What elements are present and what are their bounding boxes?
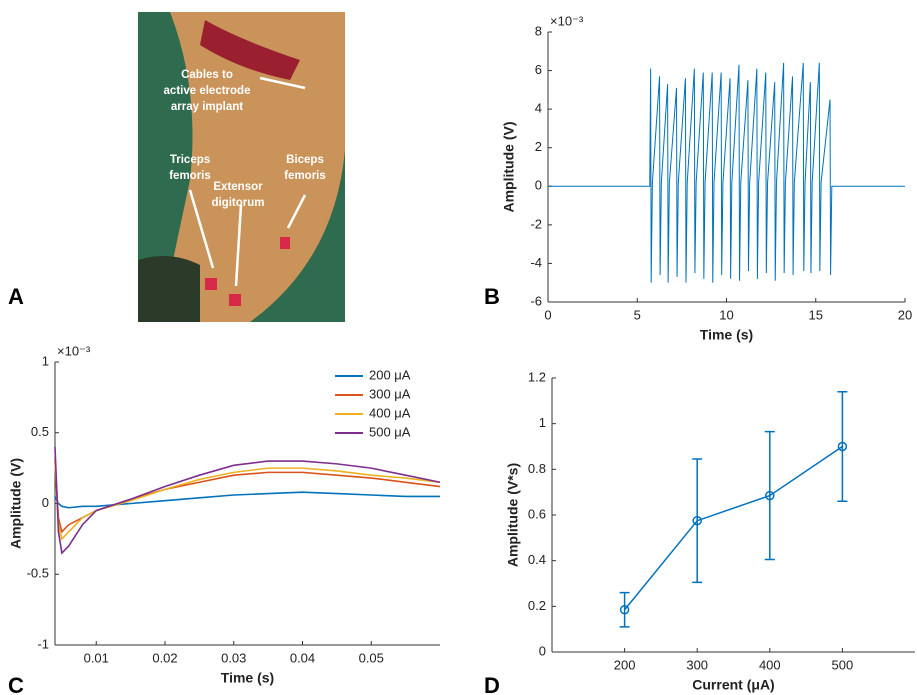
y-tick-label: 0.5: [31, 424, 49, 439]
annotation: active electrode: [164, 85, 251, 97]
x-axis-title: Time (s): [221, 670, 274, 686]
y-tick-label: 1: [539, 415, 546, 430]
x-tick-label: 0.04: [290, 650, 315, 665]
incision: [200, 20, 300, 80]
y-tick-label: 1.2: [528, 369, 546, 384]
error-bar: [837, 390, 848, 503]
y-tick-label: 1: [42, 353, 49, 368]
y-tick-label: 0.6: [528, 506, 546, 521]
y-tick-label: 4: [535, 101, 542, 116]
y-tick-label: 0: [539, 643, 546, 658]
y-tick-label: 8: [535, 23, 542, 38]
annotation: Extensor: [213, 181, 263, 193]
x-tick-label: 0.03: [221, 650, 246, 665]
error-bar: [619, 591, 630, 628]
marker: [765, 490, 775, 501]
annotation: array implant: [171, 101, 243, 113]
x-tick-label: 200: [614, 657, 636, 672]
x-tick-label: 10: [719, 307, 733, 322]
y-tick-label: 0.4: [528, 552, 546, 567]
legend-label: 400 μA: [369, 405, 411, 420]
panel-label: D: [484, 673, 500, 695]
x-axis-title: Time (s): [700, 327, 753, 343]
error-bar: [692, 458, 703, 584]
line: [548, 62, 905, 283]
x-tick-label: 15: [809, 307, 823, 322]
annotation: femoris: [169, 170, 211, 182]
panel-label: A: [8, 284, 24, 309]
line: [624, 445, 843, 611]
y-axis-title: Amplitude (V): [8, 458, 24, 549]
y-tick-label: -4: [530, 255, 542, 270]
photo: [138, 12, 345, 322]
electrode: [229, 294, 241, 306]
annotation: Biceps: [286, 154, 324, 166]
y-tick-label: 2: [535, 139, 542, 154]
line: [54, 491, 440, 509]
x-tick-label: 0: [544, 307, 551, 322]
annotation: femoris: [284, 170, 326, 182]
annotation: Triceps: [170, 154, 210, 166]
legend-label: 200 μA: [369, 367, 411, 382]
x-tick-label: 300: [686, 657, 708, 672]
x-tick-label: 0.01: [84, 650, 109, 665]
x-tick-label: 0.02: [152, 650, 177, 665]
y-tick-label: -0.5: [27, 566, 49, 581]
arrows: [188, 76, 307, 287]
panel-label: B: [484, 284, 500, 309]
y-tick-label: 0: [42, 495, 49, 510]
marker: [837, 441, 848, 452]
x-tick-label: 20: [898, 307, 912, 322]
x-tick-label: 400: [759, 657, 781, 672]
y-tick-label: -1: [37, 636, 49, 651]
legend-label: 500 μA: [369, 424, 411, 439]
y-axis-title: Amplitude (V*s): [505, 463, 521, 567]
line: [54, 461, 441, 541]
y-multiplier: ×10⁻³: [57, 343, 91, 358]
y-tick-label: 6: [535, 62, 542, 77]
line: [54, 446, 441, 555]
annotation: Cables to: [181, 69, 233, 81]
marker: [692, 515, 702, 526]
x-axis-title: Current (μA): [692, 677, 774, 693]
electrode: [280, 237, 290, 249]
y-tick-label: 0: [535, 178, 542, 193]
error-bar: [764, 430, 775, 561]
y-tick-label: -6: [530, 293, 542, 308]
y-tick-label: -2: [530, 216, 542, 231]
y-tick-label: 0.2: [528, 598, 546, 613]
electrode: [205, 278, 217, 290]
x-tick-label: 5: [634, 307, 641, 322]
glove: [138, 256, 200, 322]
annotation: digitorum: [211, 197, 264, 209]
y-multiplier: ×10⁻³: [550, 13, 584, 28]
panel-label: C: [8, 673, 24, 695]
line: [54, 461, 441, 534]
y-axis-title: Amplitude (V): [501, 122, 517, 213]
marker: [619, 605, 630, 615]
x-tick-label: 500: [832, 657, 854, 672]
x-tick-label: 0.05: [359, 650, 384, 665]
legend-label: 300 μA: [369, 386, 411, 401]
y-tick-label: 0.8: [528, 461, 546, 476]
